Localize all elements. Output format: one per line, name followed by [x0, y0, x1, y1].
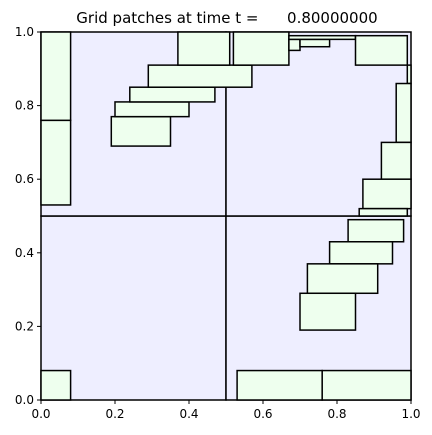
fine-patch-22 — [40, 369, 72, 401]
y-tick-label: 0.8 — [15, 99, 34, 113]
y-tick-label: 0.4 — [15, 246, 34, 260]
fine-patch-17 — [358, 207, 409, 217]
fine-patch-3 — [110, 115, 172, 147]
fine-patch-16 — [362, 178, 412, 210]
x-tick-label: 0.8 — [327, 407, 346, 421]
x-tick-label: 0.6 — [253, 407, 272, 421]
fine-patch-24 — [321, 369, 412, 401]
fine-patch-4 — [114, 101, 190, 118]
fine-patch-1 — [40, 119, 72, 206]
fine-patch-20 — [306, 263, 379, 295]
fine-patch-11 — [288, 34, 357, 41]
y-tick-label: 0.2 — [15, 319, 34, 333]
fine-patch-5 — [129, 86, 216, 103]
x-tick-label: 1.0 — [401, 407, 420, 421]
fine-patch-23 — [236, 369, 323, 401]
fine-patch-13 — [406, 64, 412, 85]
fine-patch-12 — [354, 34, 409, 66]
fine-patch-21 — [299, 292, 357, 331]
plot-area — [40, 31, 412, 401]
x-tick-label: 0.4 — [179, 407, 198, 421]
fine-patch-10 — [299, 38, 331, 48]
x-tick-label: 0.2 — [105, 407, 124, 421]
fine-patch-19 — [328, 241, 394, 265]
y-tick-label: 0.6 — [15, 172, 34, 186]
x-axis: 0.0 0.2 0.4 0.6 0.8 1.0 — [31, 400, 421, 421]
fine-patch-layer — [40, 31, 412, 401]
fine-patch-14 — [395, 82, 412, 144]
chart-title: Grid patches at time t = 0.80000000 — [76, 9, 377, 27]
fine-patch-7 — [177, 31, 231, 66]
y-axis: 0.0 0.2 0.4 0.6 0.8 1.0 — [15, 25, 41, 407]
y-tick-label: 1.0 — [15, 25, 34, 39]
x-tick-label: 0.0 — [31, 407, 50, 421]
coarse-patch-1 — [40, 215, 227, 401]
fine-patch-15 — [380, 141, 412, 180]
fine-patch-9 — [288, 38, 301, 52]
fine-patch-18 — [347, 218, 405, 243]
axes-frame — [40, 31, 412, 401]
y-tick-label: 0.0 — [15, 393, 34, 407]
fine-patch-6 — [147, 64, 253, 88]
fine-patch-8 — [232, 31, 290, 66]
fine-patch-2 — [40, 31, 72, 122]
